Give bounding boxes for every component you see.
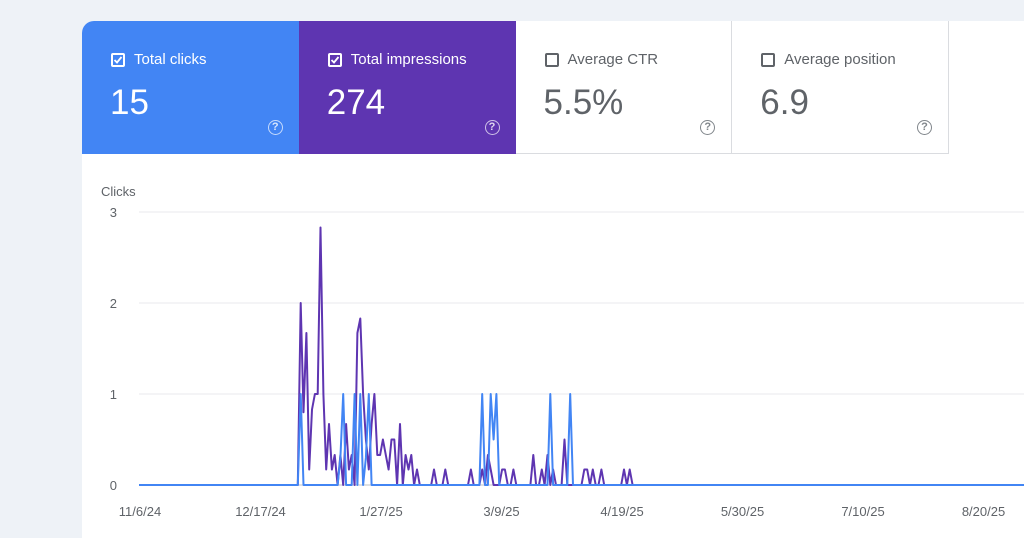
x-tick-label: 12/17/24 — [235, 504, 286, 519]
metric-card-average-ctr[interactable]: Average CTR 5.5% ? — [515, 21, 733, 154]
chart-grid — [139, 211, 1024, 486]
checkbox-checked-icon[interactable] — [327, 53, 342, 67]
performance-panel: Total clicks 15 ? Total impressions 274 … — [82, 21, 1024, 538]
x-tick-label: 7/10/25 — [841, 504, 884, 519]
metric-label: Average CTR — [567, 51, 659, 68]
metric-card-total-impressions[interactable]: Total impressions 274 ? — [298, 21, 516, 154]
performance-line-chart: Clicks 0 1 2 3 11/6/24 12/17/24 1/27/25 3/9/25… — [101, 184, 1024, 519]
x-tick-label: 4/19/25 — [600, 504, 643, 519]
x-tick-label: 5/30/25 — [721, 504, 764, 519]
metric-value: 6.9 — [760, 83, 809, 122]
series-line-total-clicks — [139, 393, 1024, 486]
chart-series — [139, 226, 1024, 486]
metric-cards: Total clicks 15 ? Total impressions 274 … — [82, 21, 949, 154]
help-icon[interactable]: ? — [267, 120, 283, 135]
y-tick-label: 3 — [110, 205, 117, 220]
y-tick-label: 1 — [110, 387, 117, 402]
y-axis-label: Clicks — [101, 184, 136, 199]
y-tick-label: 2 — [110, 296, 117, 311]
series-line-total-impressions — [139, 226, 1024, 486]
y-tick-label: 0 — [110, 478, 117, 493]
metric-card-total-clicks[interactable]: Total clicks 15 ? — [82, 21, 299, 154]
help-icon[interactable]: ? — [917, 120, 932, 135]
checkbox-unchecked-icon[interactable] — [544, 53, 559, 67]
x-tick-label: 1/27/25 — [359, 504, 402, 519]
help-icon[interactable]: ? — [700, 120, 716, 135]
metric-value: 15 — [110, 83, 149, 122]
x-tick-label: 8/20/25 — [962, 504, 1005, 519]
x-axis-ticks: 11/6/24 12/17/24 1/27/25 3/9/25 4/19/25 5/30/… — [119, 504, 1005, 519]
checkbox-unchecked-icon[interactable] — [761, 53, 776, 67]
metric-value: 5.5% — [543, 83, 624, 122]
metric-card-average-position[interactable]: Average position 6.9 ? — [732, 21, 949, 154]
metric-label: Total clicks — [134, 51, 207, 68]
x-tick-label: 11/6/24 — [119, 504, 161, 519]
metric-label: Total impressions — [350, 51, 467, 68]
x-tick-label: 3/9/25 — [483, 504, 519, 519]
help-icon[interactable]: ? — [484, 120, 500, 135]
checkbox-checked-icon[interactable] — [111, 53, 125, 67]
metric-label: Average position — [784, 51, 896, 68]
y-axis-ticks: 0 1 2 3 — [110, 205, 117, 493]
metric-value: 274 — [326, 83, 386, 122]
